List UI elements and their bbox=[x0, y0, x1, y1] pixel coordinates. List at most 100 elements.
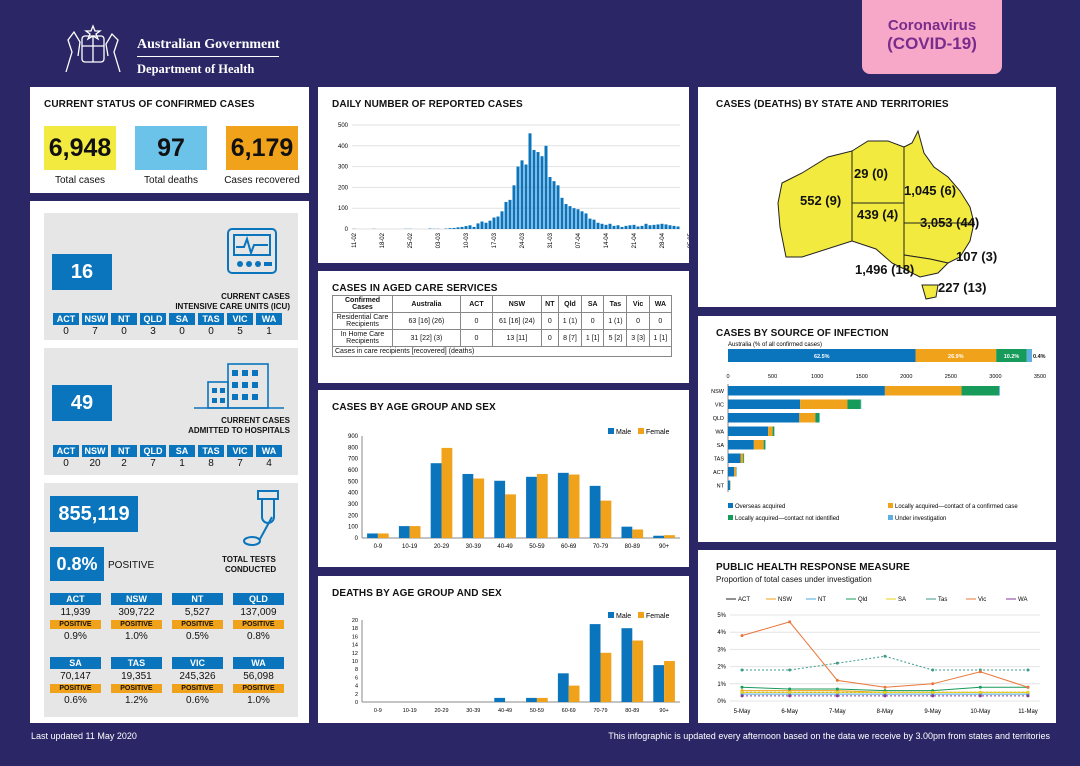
line-tas bbox=[742, 655, 1028, 671]
daily-bar bbox=[504, 201, 508, 229]
daily-bar bbox=[512, 185, 516, 229]
aged-header: NT bbox=[540, 295, 559, 313]
x-tick-label: 3500 bbox=[1034, 374, 1046, 380]
point-wa bbox=[835, 694, 839, 698]
icu-state-vic: VIC bbox=[227, 313, 253, 325]
hospital-section: 49 CURRENT CASES ADMITTED TO HOSPITALS A… bbox=[44, 348, 298, 475]
daily-bar bbox=[484, 222, 488, 229]
covid-badge: Coronavirus (COVID-19) bbox=[862, 0, 1002, 74]
daily-bar bbox=[620, 226, 624, 229]
x-tick-label: 2500 bbox=[945, 374, 957, 380]
y-tick-label: 4 bbox=[355, 684, 358, 690]
hospital-value: 49 bbox=[52, 385, 112, 421]
bar-female bbox=[536, 697, 548, 702]
point-wa bbox=[978, 694, 982, 698]
legend-label: Locally acquired—contact not identified bbox=[735, 516, 839, 522]
government-crest bbox=[58, 22, 128, 74]
hosp-value-nt: 2 bbox=[121, 458, 127, 469]
daily-bar bbox=[460, 226, 464, 229]
daily-bar bbox=[624, 225, 628, 229]
age-deaths-title: DEATHS BY AGE GROUP AND SEX bbox=[332, 588, 502, 599]
x-tick-label: 3000 bbox=[989, 374, 1001, 380]
y-tick-label: 16 bbox=[352, 634, 358, 640]
aged-header: Confirmed Cases bbox=[332, 295, 393, 313]
aged-header: NSW bbox=[492, 295, 542, 313]
x-tick-label: 40-49 bbox=[498, 708, 512, 714]
y-tick-label: SA bbox=[717, 443, 725, 449]
source-bar bbox=[728, 440, 754, 450]
tests-count-nt: 5,527 bbox=[184, 607, 210, 618]
care-tests-panel: 16 CURRENT CASES INTENSIVE CARE UNITS (I… bbox=[30, 201, 309, 723]
tests-pct-qld: 0.8% bbox=[247, 631, 270, 642]
tests-section: 855,119 0.8% POSITIVE TOTAL TESTS CONDUC… bbox=[44, 483, 298, 717]
bar-female bbox=[632, 529, 644, 538]
source-bar bbox=[772, 426, 775, 436]
point-sa bbox=[740, 690, 744, 694]
daily-bar bbox=[520, 160, 524, 229]
tests-state-nt: NT bbox=[171, 593, 223, 605]
aged-cell: 0 bbox=[581, 312, 605, 330]
y-tick-label: TAS bbox=[714, 456, 725, 462]
department-name: Department of Health bbox=[137, 62, 255, 76]
legend-label: Tas bbox=[938, 597, 947, 603]
y-tick-label: 6 bbox=[355, 675, 358, 681]
legend-label: WA bbox=[1018, 597, 1027, 603]
source-bar bbox=[753, 440, 764, 450]
aged-cell: 63 [16] (26) bbox=[392, 312, 461, 330]
tests-pct-tas: 1.2% bbox=[125, 695, 148, 706]
point-vic bbox=[740, 634, 744, 638]
map-label-nsw: 3,053 (44) bbox=[920, 215, 979, 230]
x-tick-label: 70-79 bbox=[593, 544, 609, 550]
y-tick-label: 200 bbox=[338, 185, 349, 191]
total-cases-value: 6,948 bbox=[44, 126, 116, 170]
icu-state-tas: TAS bbox=[198, 313, 224, 325]
tests-count-act: 11,939 bbox=[60, 607, 91, 618]
last-updated: Last updated 11 May 2020 bbox=[31, 731, 137, 741]
aged-header: Australia bbox=[392, 295, 461, 313]
y-tick-label: 0 bbox=[355, 536, 359, 542]
legend-swatch bbox=[888, 503, 893, 508]
daily-bar bbox=[492, 217, 496, 229]
aged-cell: 5 [2] bbox=[603, 329, 628, 347]
daily-bar bbox=[540, 156, 544, 229]
aged-cell: 1 [1] bbox=[581, 329, 605, 347]
y-tick-label: 12 bbox=[352, 651, 358, 657]
bar-female bbox=[409, 526, 421, 538]
legend-swatch bbox=[608, 428, 614, 434]
total-cases-label: Total cases bbox=[54, 175, 106, 186]
legend-label: Under investigation bbox=[895, 516, 946, 522]
source-bar bbox=[728, 399, 801, 409]
y-tick-label: ACT bbox=[713, 470, 725, 476]
tests-state-tas: TAS bbox=[110, 657, 162, 669]
pct-label: 26.9% bbox=[948, 354, 964, 360]
bar-male bbox=[557, 673, 569, 702]
tests-positive-tag: POSITIVE bbox=[50, 620, 101, 629]
tests-state-qld: QLD bbox=[232, 593, 284, 605]
daily-cases-panel: DAILY NUMBER OF REPORTED CASES 0 100 200 30… bbox=[318, 87, 689, 263]
recovered-value: 6,179 bbox=[226, 126, 298, 170]
pct-label: 0.4% bbox=[1033, 354, 1046, 360]
x-tick-label: 90+ bbox=[659, 708, 668, 714]
daily-bar bbox=[632, 224, 636, 229]
daily-bar bbox=[572, 208, 576, 229]
bar-male bbox=[430, 463, 442, 538]
daily-bar bbox=[596, 222, 600, 229]
y-tick-label: 2% bbox=[717, 665, 726, 671]
point-vic bbox=[978, 670, 982, 674]
source-title: CASES BY SOURCE OF INFECTION bbox=[716, 328, 889, 339]
y-tick-label: 500 bbox=[348, 479, 359, 485]
bar-male bbox=[589, 485, 601, 538]
y-tick-label: 700 bbox=[348, 457, 359, 463]
x-tick-label: 2000 bbox=[900, 374, 912, 380]
y-tick-label: 8 bbox=[355, 667, 358, 673]
x-tick-label: 10-19 bbox=[402, 544, 418, 550]
source-bar bbox=[998, 386, 1000, 396]
total-deaths-value: 97 bbox=[135, 126, 207, 170]
y-tick-label: NSW bbox=[711, 389, 725, 395]
legend-label: SA bbox=[898, 597, 906, 603]
daily-bar bbox=[616, 225, 620, 229]
source-bar bbox=[768, 426, 773, 436]
point-qld bbox=[978, 685, 982, 689]
aged-cell: 31 [22] (3) bbox=[392, 329, 461, 347]
daily-bar bbox=[640, 225, 644, 229]
